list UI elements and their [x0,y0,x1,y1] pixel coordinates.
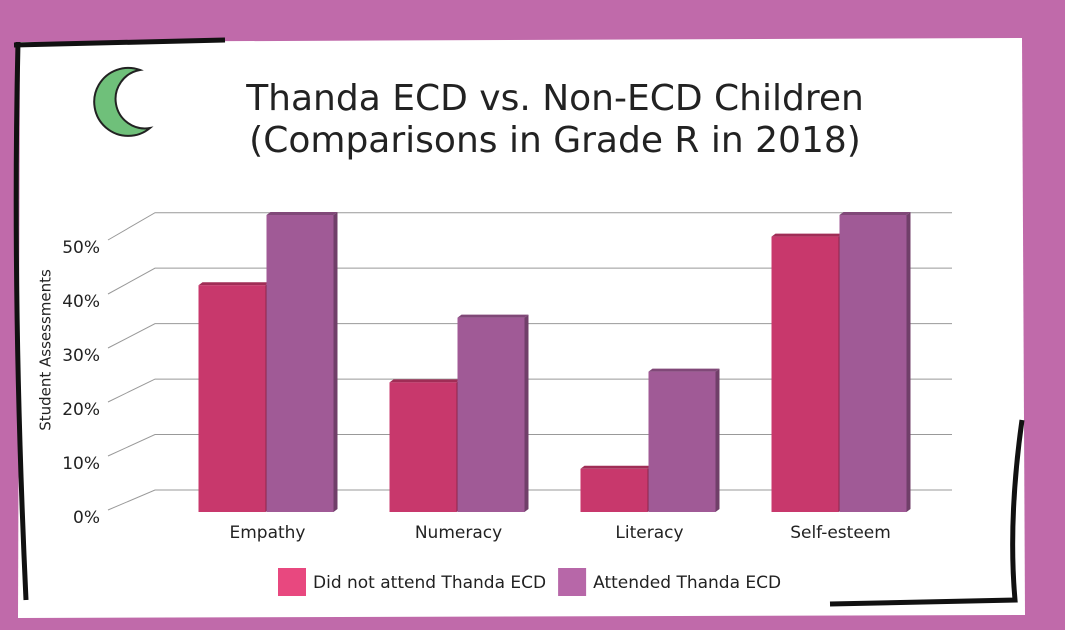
bar-front [771,236,839,512]
x-tick-label: Literacy [615,523,683,543]
bar-front [839,215,907,512]
bar-front [266,215,334,512]
x-tick-label: Self-esteem [790,523,891,543]
chart-subtitle: (Comparisons in Grade R in 2018) [249,120,861,161]
logo-moon [93,66,154,137]
bar [198,282,270,512]
bar-top [266,212,338,215]
y-tick-label: 30% [62,346,100,366]
bar-side [333,212,338,512]
brush-border [13,37,226,601]
legend-label: Attended Thanda ECD [593,573,781,593]
bar-side [906,212,911,512]
brush-border [829,419,1025,607]
legend-swatch [558,568,587,596]
bar-top [839,212,911,215]
bar [580,465,652,512]
bar [771,233,843,512]
bar [648,368,720,512]
bar-top [457,314,529,318]
bar-side [524,314,529,512]
y-tick-label: 20% [62,400,100,420]
legend-label: Did not attend Thanda ECD [313,573,546,593]
bar [457,314,529,512]
grid-line [107,212,952,241]
x-tick-label: Empathy [229,523,305,543]
bar-front [648,371,716,512]
chart-title: Thanda ECD vs. Non-ECD Children [245,78,864,119]
bar-top [198,282,270,286]
bar-side [715,368,720,512]
bar-front [389,382,457,512]
bar-top [389,379,461,383]
y-tick-label: 50% [62,238,100,258]
bar-top [648,368,720,372]
bar-top [580,465,652,469]
bar-front [198,285,266,512]
y-tick-label: 0% [73,508,100,528]
bar [266,212,338,512]
y-tick-label: 40% [62,292,100,312]
grid-line [107,267,952,295]
grid-line [107,323,952,349]
bar [839,212,911,512]
bar [389,379,461,512]
bar-front [457,317,525,512]
bar-top [771,233,843,237]
legend-swatch [278,568,306,596]
y-tick-label: 10% [62,454,100,474]
y-axis-label: Student Assessments [37,269,55,431]
x-tick-label: Numeracy [415,523,502,543]
bar-front [580,468,648,512]
